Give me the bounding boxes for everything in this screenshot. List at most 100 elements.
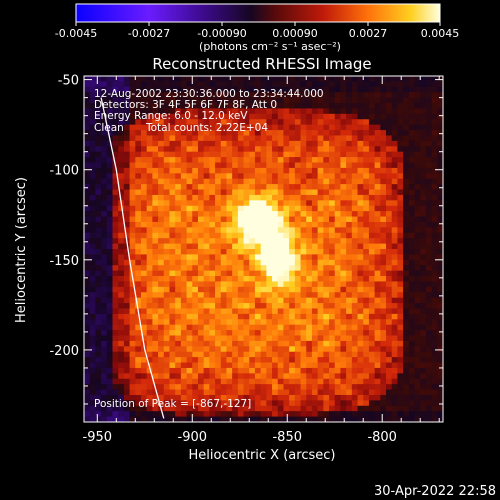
heatmap-cell xyxy=(334,211,342,218)
heatmap-cell xyxy=(186,313,193,320)
heatmap-cell xyxy=(289,335,296,342)
heatmap-cell xyxy=(272,357,279,364)
heatmap-cell xyxy=(169,405,176,412)
heatmap-cell xyxy=(266,86,273,93)
heatmap-cell xyxy=(89,167,96,174)
heatmap-cell xyxy=(277,97,285,104)
heatmap-cell xyxy=(300,221,307,228)
heatmap-cell xyxy=(203,367,210,374)
heatmap-cell xyxy=(368,184,376,191)
heatmap-cell xyxy=(408,270,416,277)
heatmap-cell xyxy=(209,357,216,364)
heatmap-cell xyxy=(289,146,296,153)
heatmap-cell xyxy=(334,119,342,126)
heatmap-cell xyxy=(106,140,114,147)
heatmap-cell xyxy=(306,216,313,223)
heatmap-cell xyxy=(169,243,176,250)
heatmap-cell xyxy=(300,281,307,288)
heatmap-cell xyxy=(294,400,302,407)
heatmap-cell xyxy=(380,351,387,358)
heatmap-cell xyxy=(192,108,199,115)
heatmap-cell xyxy=(431,254,438,261)
heatmap-cell xyxy=(283,378,290,385)
heatmap-cell xyxy=(169,119,176,126)
heatmap-cell xyxy=(101,292,108,299)
heatmap-cell xyxy=(311,157,319,164)
heatmap-cell xyxy=(437,357,443,364)
heatmap-cell xyxy=(260,362,267,369)
heatmap-cell xyxy=(192,103,199,110)
heatmap-cell xyxy=(283,411,290,418)
heatmap-cell xyxy=(380,232,387,239)
heatmap-cell xyxy=(266,211,273,218)
heatmap-cell xyxy=(237,167,245,174)
heatmap-cell xyxy=(129,292,136,299)
heatmap-cell xyxy=(186,216,193,223)
heatmap-cell xyxy=(89,97,96,104)
heatmap-cell xyxy=(169,319,176,326)
heatmap-cell xyxy=(443,422,449,428)
heatmap-cell xyxy=(408,357,416,364)
heatmap-cell xyxy=(357,405,364,412)
heatmap-cell xyxy=(351,270,359,277)
heatmap-cell xyxy=(152,400,159,407)
heatmap-cell xyxy=(363,373,370,380)
heatmap-cell xyxy=(266,378,273,385)
heatmap-cell xyxy=(220,270,228,277)
heatmap-cell xyxy=(408,119,416,126)
heatmap-cell xyxy=(294,189,302,196)
heatmap-cell xyxy=(443,298,449,304)
heatmap-cell xyxy=(197,340,205,347)
heatmap-cell xyxy=(180,81,188,88)
heatmap-cell xyxy=(380,243,387,250)
heatmap-cell xyxy=(243,227,250,234)
heatmap-cell xyxy=(266,249,273,256)
heatmap-cell xyxy=(437,211,443,218)
heatmap-cell xyxy=(431,135,438,142)
heatmap-cell xyxy=(215,281,222,288)
heatmap-cell xyxy=(243,130,250,137)
heatmap-cell xyxy=(323,211,330,218)
heatmap-cell xyxy=(163,346,171,353)
heatmap-cell xyxy=(340,205,347,212)
heatmap-cell xyxy=(112,281,119,288)
heatmap-cell xyxy=(220,205,228,212)
heatmap-cell xyxy=(101,162,108,169)
heatmap-cell xyxy=(437,232,443,239)
heatmap-cell xyxy=(175,330,182,337)
heatmap-cell xyxy=(237,238,245,245)
heatmap-cell xyxy=(254,292,262,299)
heatmap-cell xyxy=(232,113,239,120)
heatmap-cell xyxy=(317,378,324,385)
heatmap-cell xyxy=(123,276,131,283)
heatmap-cell xyxy=(163,157,171,164)
heatmap-cell xyxy=(186,411,193,418)
heatmap-cell xyxy=(106,254,114,261)
heatmap-cell xyxy=(317,411,324,418)
heatmap-cell xyxy=(340,157,347,164)
heatmap-cell xyxy=(140,162,148,169)
heatmap-cell xyxy=(357,281,364,288)
heatmap-cell xyxy=(266,135,273,142)
heatmap-cell xyxy=(84,86,91,93)
heatmap-cell xyxy=(283,173,290,180)
heatmap-cell xyxy=(140,367,148,374)
heatmap-cell xyxy=(118,416,125,422)
heatmap-cell xyxy=(351,76,359,83)
heatmap-cell xyxy=(306,384,313,391)
heatmap-cell xyxy=(374,140,381,147)
heatmap-cell xyxy=(129,167,136,174)
heatmap-cell xyxy=(146,303,153,310)
heatmap-cell xyxy=(243,249,250,256)
heatmap-cell xyxy=(420,211,427,218)
heatmap-cell xyxy=(237,281,245,288)
heatmap-cell xyxy=(266,259,273,266)
heatmap-cell xyxy=(254,81,262,88)
heatmap-cell xyxy=(386,76,393,83)
heatmap-cell xyxy=(123,270,131,277)
heatmap-cell xyxy=(84,367,91,374)
heatmap-cell xyxy=(294,243,302,250)
heatmap-cell xyxy=(237,119,245,126)
heatmap-cell xyxy=(89,135,96,142)
heatmap-cell xyxy=(363,108,370,115)
